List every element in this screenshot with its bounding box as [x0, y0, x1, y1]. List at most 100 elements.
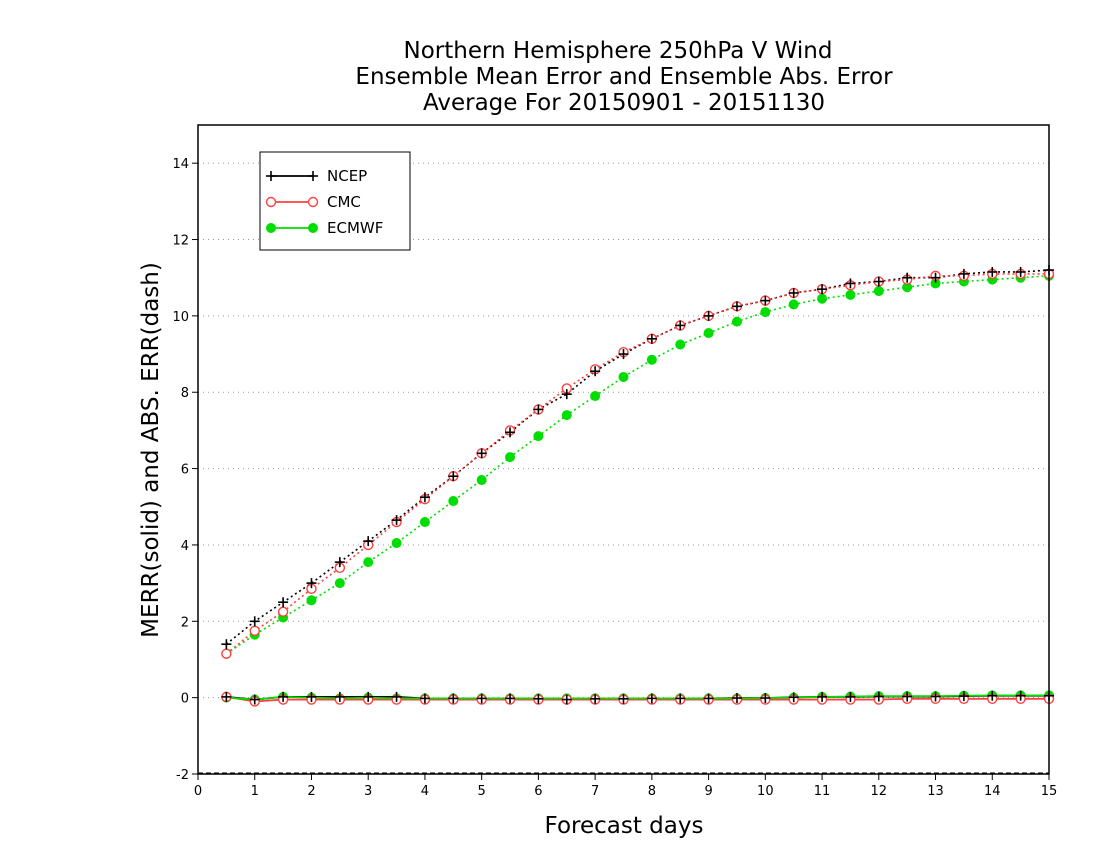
y-tick-label: 10: [172, 310, 189, 325]
x-tick-label: 7: [591, 784, 599, 799]
series-ncep-mean-point: [845, 691, 856, 702]
series-ecmwf-abs-point: [788, 299, 799, 310]
x-tick-label: 6: [534, 784, 542, 799]
series-ecmwf-abs-point: [817, 293, 828, 304]
legend-box: [259, 151, 411, 251]
series-ecmwf-abs-point: [334, 578, 345, 589]
series-ncep-abs-point: [505, 427, 516, 438]
series-ecmwf-abs-point: [760, 307, 771, 318]
series-cmc-abs-point: [249, 625, 260, 637]
series-ncep-abs-point: [675, 320, 686, 331]
series-ecmwf-abs-point: [363, 557, 374, 568]
series-ncep-mean-point: [731, 693, 742, 704]
series-ncep-abs-point: [476, 448, 487, 459]
series-ecmwf-abs-point: [561, 410, 572, 421]
legend-marker-right-ncep: [308, 171, 318, 181]
series-ncep-mean-point: [363, 691, 374, 702]
series-ecmwf-abs-point: [618, 371, 629, 382]
series-ncep-abs-point: [760, 295, 771, 306]
x-axis-label: Forecast days: [545, 813, 704, 839]
series-ecmwf-abs-point: [675, 339, 686, 350]
series-ecmwf-abs-point: [505, 452, 516, 463]
series-ncep-abs-point: [958, 268, 969, 279]
y-tick-label: -2: [176, 768, 189, 783]
x-tick-label: 12: [871, 784, 888, 799]
series-ncep-abs-point: [902, 272, 913, 283]
series-ncep-mean-point: [873, 691, 884, 702]
series-ncep-abs-point: [788, 287, 799, 298]
series-ncep-abs-point: [306, 578, 317, 589]
x-tick-label: 0: [194, 784, 202, 799]
series-ecmwf-abs-error-line: [225, 274, 1050, 655]
y-tick-label: 4: [181, 539, 189, 554]
series-ncep-mean-point: [760, 693, 771, 704]
x-tick-label: 9: [704, 784, 712, 799]
series-ncep-mean-point: [533, 693, 544, 704]
y-tick-label: 12: [172, 234, 189, 249]
series-ncep-mean-point: [1015, 690, 1026, 701]
series-ecmwf-abs-point: [731, 316, 742, 327]
series-ncep-abs-point: [561, 389, 572, 400]
series-ecmwf-abs-point: [476, 475, 487, 486]
series-ncep-abs-point: [731, 301, 742, 312]
series-ncep-mean-point: [902, 691, 913, 702]
legend-marker-left-ncep: [266, 171, 276, 181]
series-cmc-abs-point: [221, 648, 232, 659]
series-ncep-mean-point: [703, 693, 714, 704]
y-tick-label: 0: [181, 692, 189, 707]
series-ncep-abs-point: [590, 366, 601, 377]
series-ncep-mean-point: [505, 693, 516, 704]
y-tick-label: 8: [181, 386, 189, 401]
series-ncep-mean-point: [306, 691, 317, 702]
legend-label-ncep: NCEP: [327, 167, 367, 185]
y-axis-label: MERR(solid) and ABS. ERR(dash): [138, 262, 164, 638]
series-ncep-mean-point: [788, 692, 799, 703]
series-ncep-mean-point: [958, 691, 969, 702]
series-layer: [221, 265, 1055, 707]
chart-title-line-1: Northern Hemisphere 250hPa V Wind: [404, 38, 833, 64]
y-tick-label: 14: [172, 157, 189, 172]
x-tick-label: 10: [757, 784, 774, 799]
series-ncep-mean-point: [618, 693, 629, 704]
series-ncep-abs-point: [278, 597, 289, 608]
legend-marker-right-ecmwf: [308, 223, 318, 233]
series-ecmwf-abs-point: [703, 328, 714, 339]
series-ncep-mean-point: [221, 691, 232, 702]
legend: NCEP CMC ECMWF: [259, 151, 411, 251]
series-ncep-abs-point: [448, 471, 459, 482]
series-ecmwf-abs-point: [306, 595, 317, 606]
series-ncep-abs-point: [873, 276, 884, 287]
y-tick-label: 6: [181, 463, 189, 478]
series-ncep-abs-point: [817, 284, 828, 295]
x-tick-label: 11: [814, 784, 831, 799]
series-ncep-mean-point: [590, 693, 601, 704]
series-ecmwf-abs-point: [646, 354, 657, 365]
series-ncep-abs-point: [845, 278, 856, 289]
series-ncep-abs-point: [646, 333, 657, 344]
series-ncep-abs-point: [930, 272, 941, 283]
legend-label-cmc: CMC: [327, 193, 361, 211]
x-tick-label: 15: [1041, 784, 1058, 799]
series-ncep-mean-point: [561, 694, 572, 705]
y-tick-label: 2: [181, 615, 189, 630]
series-ncep-abs-point: [703, 310, 714, 321]
series-ncep-abs-point: [533, 404, 544, 415]
x-tick-label: 3: [364, 784, 372, 799]
series-cmc-abs-point: [277, 606, 289, 617]
series-ncep-abs-point: [221, 639, 232, 650]
series-ncep-abs-error-line: [225, 269, 1050, 645]
series-ecmwf-abs-point: [448, 496, 459, 507]
series-ncep-mean-point: [419, 693, 430, 704]
series-ecmwf-abs-point: [845, 289, 856, 300]
series-ncep-mean-point: [675, 693, 686, 704]
series-ncep-abs-point: [363, 536, 374, 547]
series-ncep-mean-point: [476, 693, 487, 704]
grid: [198, 162, 1049, 774]
series-ecmwf-abs-point: [533, 431, 544, 442]
plot-frame: [197, 124, 1050, 775]
series-cmc-abs-error-line: [225, 273, 1049, 655]
series-ncep-abs-point: [987, 266, 998, 277]
x-tick-label: 5: [478, 784, 486, 799]
